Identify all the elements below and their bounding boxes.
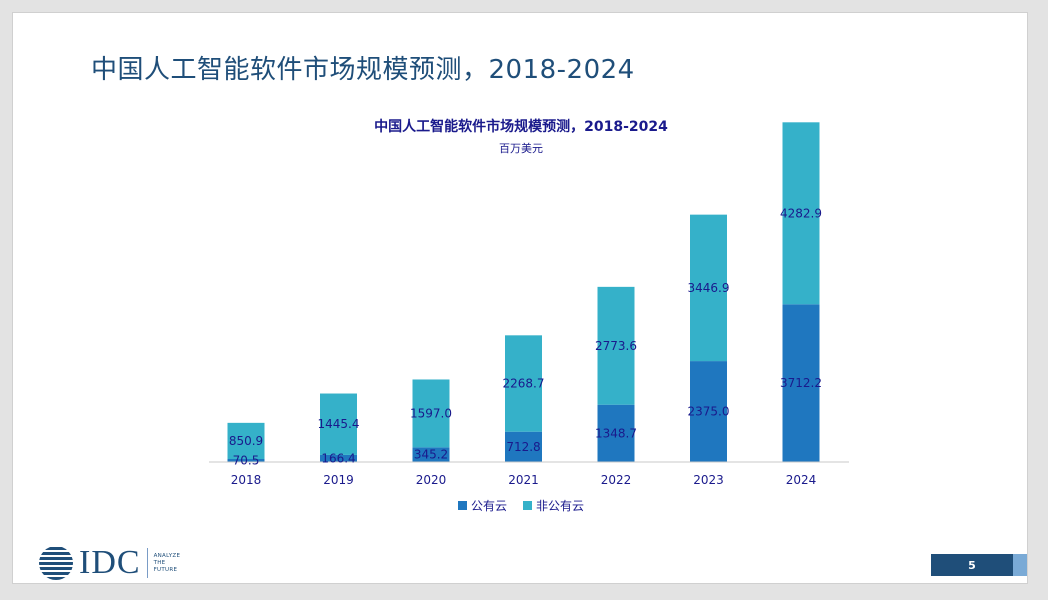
bar-non-public-cloud-2021 <box>505 335 542 432</box>
slide-title: 中国人工智能软件市场规模预测，2018-2024 <box>91 55 635 85</box>
chart-title: 中国人工智能软件市场规模预测，2018-2024 <box>374 119 668 135</box>
data-label-non-public-cloud-2018: 850.9 <box>229 434 263 448</box>
slide: 中国人工智能软件市场规模预测，2018-2024 中国人工智能软件市场规模预测，… <box>12 12 1028 584</box>
x-tick-label-2024: 2024 <box>786 473 817 487</box>
bar-public-cloud-2024 <box>782 304 820 462</box>
data-label-non-public-cloud-2022: 2773.6 <box>595 339 637 353</box>
legend-swatch-non-public-cloud <box>523 501 532 510</box>
logo-tagline-line: ANALYZE <box>153 552 181 559</box>
data-label-public-cloud-2022: 1348.7 <box>595 426 637 440</box>
data-label-non-public-cloud-2023: 3446.9 <box>688 281 730 295</box>
chart-subtitle: 百万美元 <box>499 142 543 155</box>
bar-non-public-cloud-2020 <box>412 379 450 448</box>
logo-wordmark: IDC <box>79 544 141 581</box>
data-label-non-public-cloud-2020: 1597.0 <box>410 406 452 420</box>
data-label-public-cloud-2019: 166.4 <box>321 451 355 465</box>
logo-tagline-line: FUTURE <box>153 566 178 573</box>
globe-icon <box>39 547 73 580</box>
legend-item-public-cloud: 公有云 <box>457 497 507 514</box>
bar-non-public-cloud-2022 <box>597 286 635 405</box>
x-tick-label-2023: 2023 <box>693 473 724 487</box>
bar-non-public-cloud-2018 <box>227 422 265 460</box>
data-label-non-public-cloud-2024: 4282.9 <box>780 206 822 220</box>
logo-tagline-line: THE <box>153 559 166 566</box>
x-tick-label-2019: 2019 <box>323 473 354 487</box>
legend-item-non-public-cloud: 非公有云 <box>523 497 584 514</box>
bar-public-cloud-2021 <box>505 431 542 462</box>
legend-swatch-public-cloud <box>457 501 467 510</box>
x-tick-label-2022: 2022 <box>601 473 632 487</box>
idc-logo: IDC ANALYZE THE FUTURE <box>37 543 180 583</box>
logo-tagline: ANALYZE THE FUTURE <box>154 553 181 574</box>
data-label-public-cloud-2024: 3712.2 <box>780 376 822 390</box>
bar-public-cloud-2020 <box>412 447 450 462</box>
chart-legend: 公有云 非公有云 <box>13 497 1029 514</box>
bar-public-cloud-2023 <box>690 361 727 462</box>
bar-non-public-cloud-2019 <box>320 393 357 455</box>
bar-public-cloud-2022 <box>597 404 635 462</box>
bar-non-public-cloud-2024 <box>782 122 820 305</box>
data-label-non-public-cloud-2019: 1445.4 <box>318 417 360 431</box>
page-bar-accent <box>1013 554 1027 576</box>
stacked-bar-chart: 70.5 850.9 2018 166.4 1445.4 2019 345.2 1597.0 2… <box>209 122 849 487</box>
data-label-public-cloud-2020: 345.2 <box>414 448 448 462</box>
x-tick-label-2021: 2021 <box>508 473 539 487</box>
data-label-public-cloud-2018: 70.5 <box>233 454 260 468</box>
data-label-public-cloud-2023: 2375.0 <box>688 405 730 419</box>
legend-label-non-public-cloud: 非公有云 <box>536 499 585 513</box>
x-tick-label-2018: 2018 <box>231 473 262 487</box>
bar-public-cloud-2019 <box>320 454 357 462</box>
x-tick-label-2020: 2020 <box>416 473 447 487</box>
page-number: 5 <box>931 554 1013 576</box>
legend-label-public-cloud: 公有云 <box>470 499 507 513</box>
logo-divider <box>146 548 148 578</box>
bar-public-cloud-2018 <box>227 459 265 462</box>
data-label-non-public-cloud-2021: 2268.7 <box>503 377 545 391</box>
bar-non-public-cloud-2023 <box>690 214 727 362</box>
data-label-public-cloud-2021: 712.8 <box>506 440 540 454</box>
